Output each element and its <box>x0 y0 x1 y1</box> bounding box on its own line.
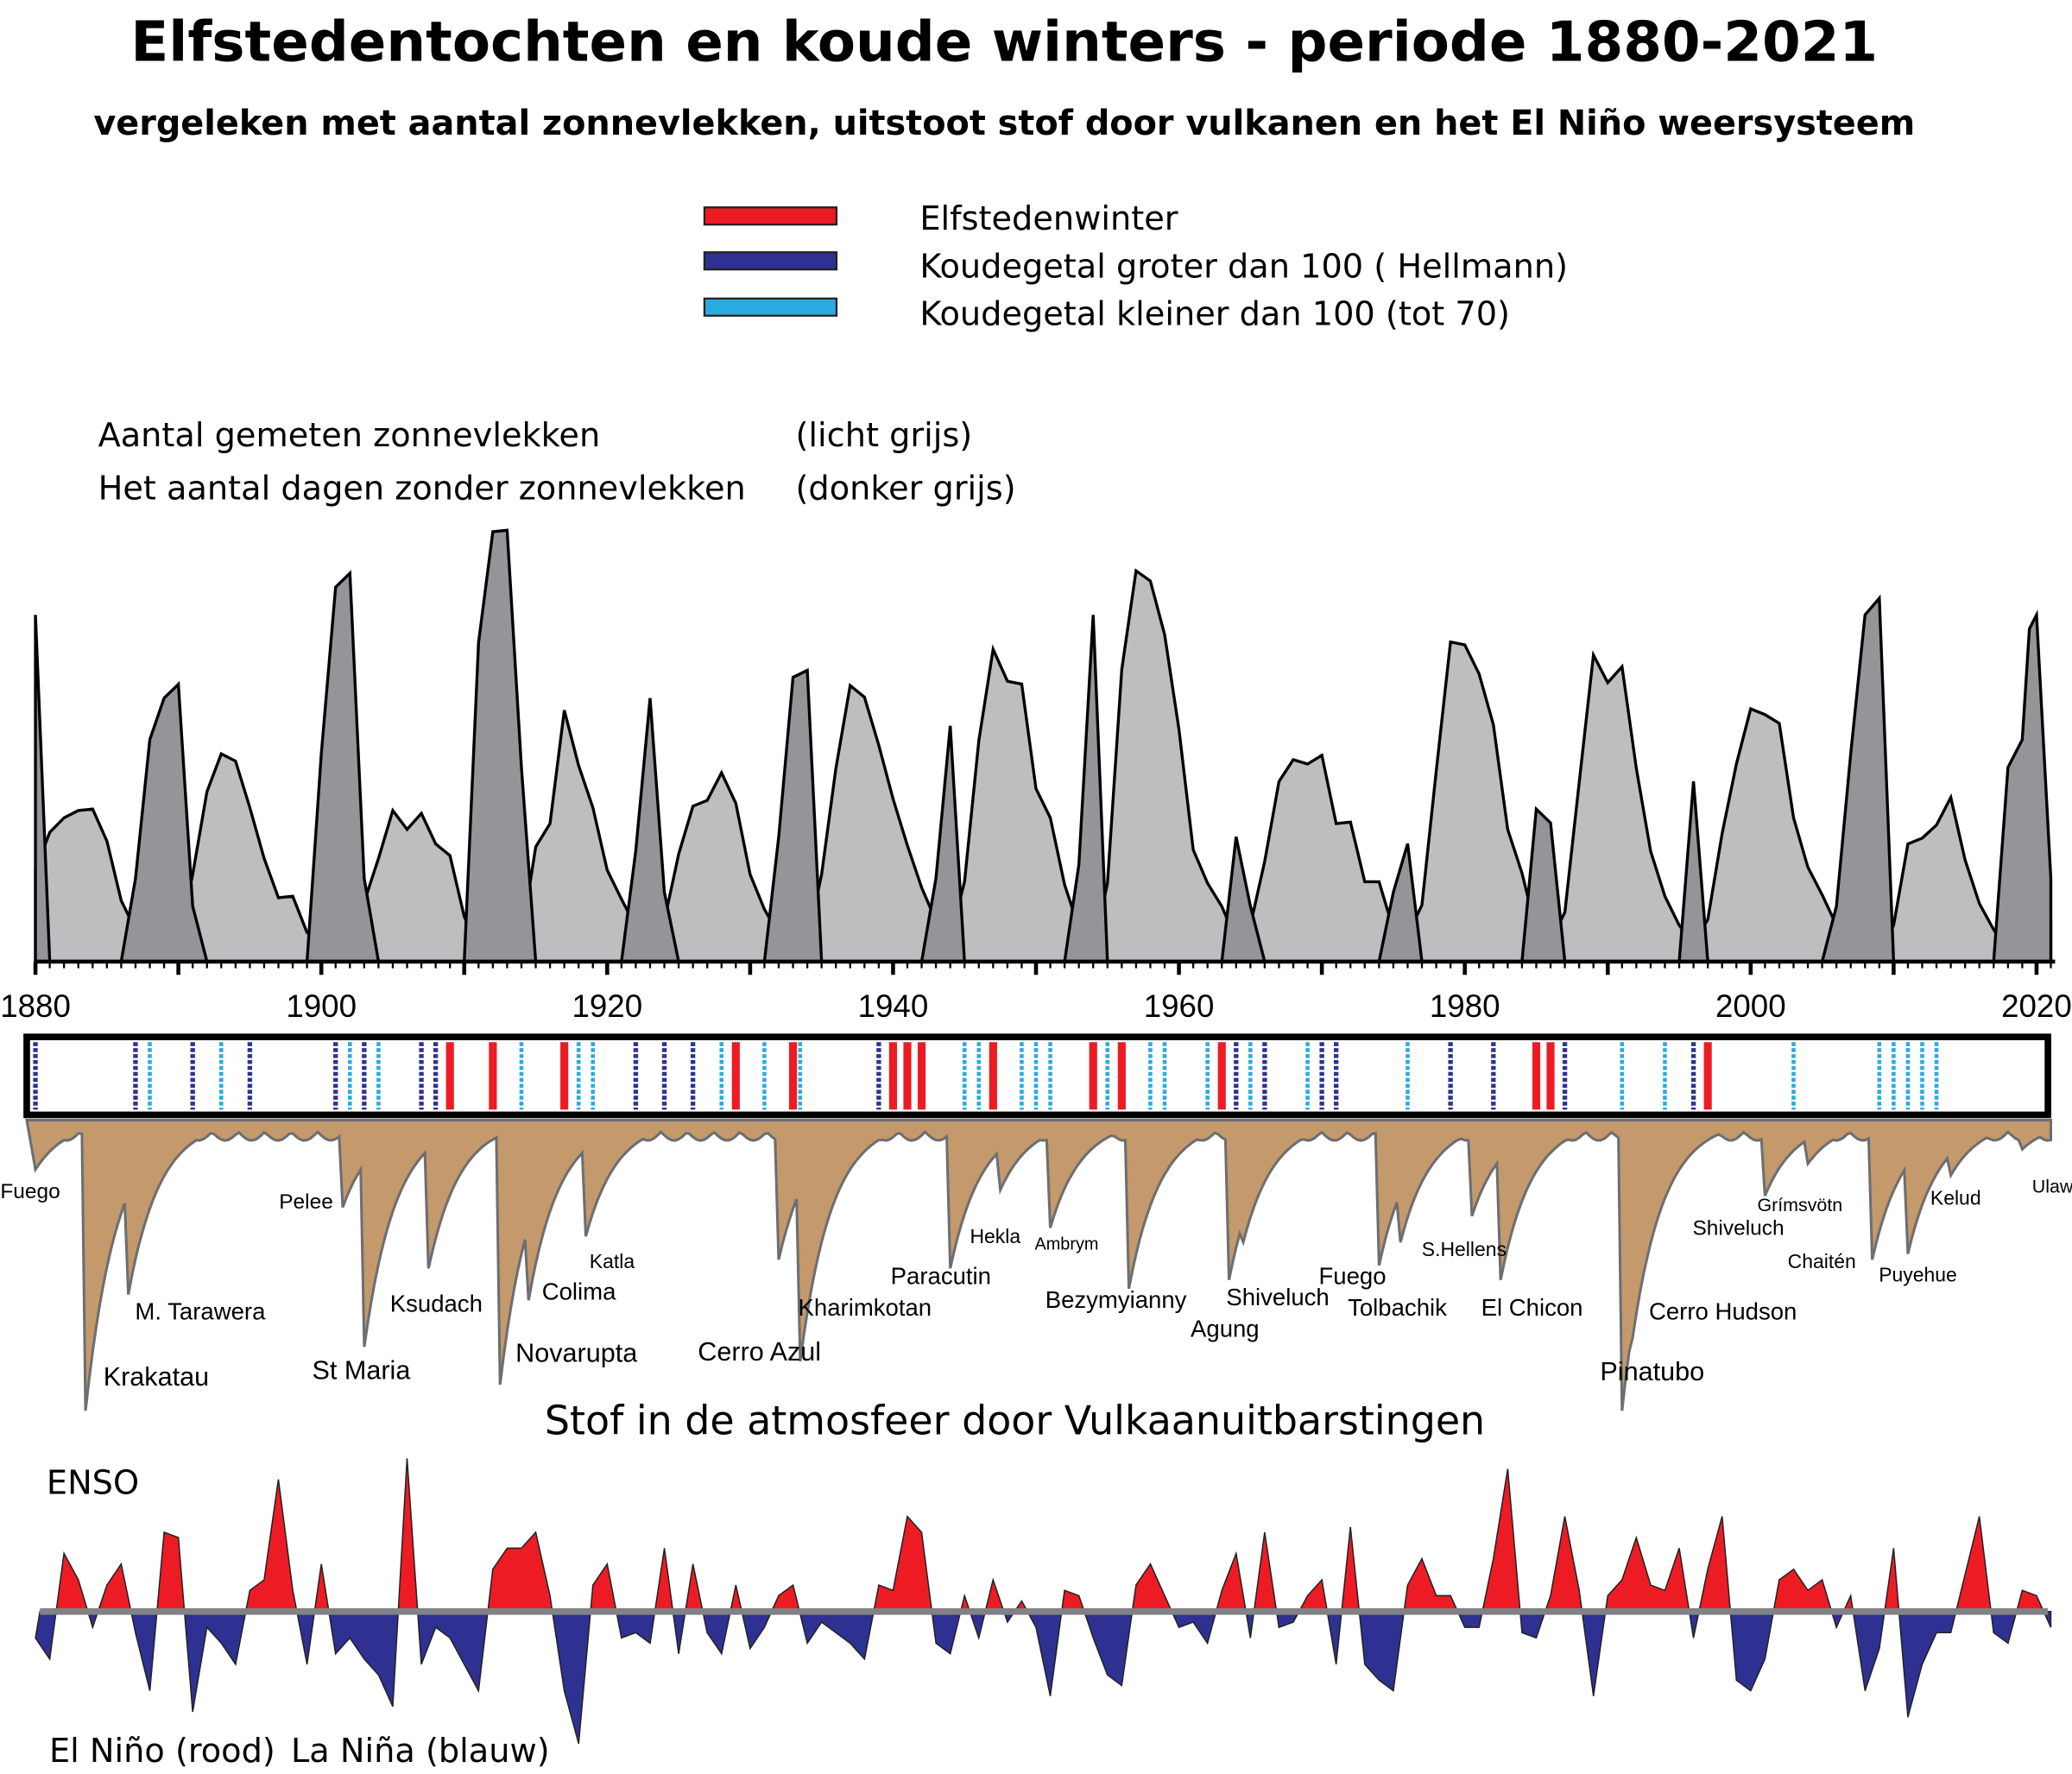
volcano-label: St Maria <box>312 1355 411 1385</box>
legend-label-koud-klein: Koudegetal kleiner dan 100 (tot 70) <box>919 294 1510 333</box>
sunspot-chart <box>34 528 2053 963</box>
volcano-label: Chaitén <box>1788 1250 1856 1272</box>
volcano-label: Ksudach <box>390 1290 483 1316</box>
volcano-label: Fuego <box>1318 1262 1386 1289</box>
volcano-label: Pinatubo <box>1600 1357 1704 1386</box>
volcano-label: Krakatau <box>104 1362 209 1392</box>
volcano-label: Puyehue <box>1879 1263 1957 1285</box>
axis-tick-label: 1960 <box>1144 988 1215 1024</box>
chart-title: Elfstedentochten en koude winters - peri… <box>130 9 1878 74</box>
volcano-label: Cerro Hudson <box>1649 1298 1797 1325</box>
volcano-label: Fuego <box>0 1180 60 1203</box>
volcano-label: Pelee <box>279 1190 333 1214</box>
axis-tick-label: 2020 <box>2001 988 2072 1024</box>
legend-swatch-elfsteden <box>703 206 838 226</box>
volcano-label: Ulawan <box>2032 1177 2072 1197</box>
volcano-label: Novarupta <box>515 1339 638 1368</box>
volcano-label: Bezymyianny <box>1045 1286 1187 1313</box>
volcano-label: Paracutin <box>891 1262 991 1289</box>
volcano-label: Grímsvötn <box>1757 1195 1842 1215</box>
enso-title: ENSO <box>47 1464 139 1503</box>
legend: Elfstedenwinter Koudegetal groter dan 10… <box>703 199 1568 333</box>
volcano-label: Ambrym <box>1034 1235 1098 1254</box>
volcano-label: Shiveluch <box>1226 1284 1329 1310</box>
el-nino-label: El Niño (rood) <box>49 1732 275 1771</box>
enso-chart <box>35 1458 2052 1745</box>
spotless-days-area <box>34 528 2053 963</box>
el-nino-area <box>39 1458 2052 1612</box>
sunspot-note-dark: (donker grijs) <box>796 469 1016 508</box>
volcano-label: Hekla <box>970 1225 1020 1247</box>
axis-tick-label: 2000 <box>1715 988 1786 1024</box>
sunspot-label-count: Aantal gemeten zonnevlekken <box>98 416 601 455</box>
sunspot-note-light: (licht grijs) <box>796 416 973 455</box>
legend-swatch-koud-groot <box>703 251 838 271</box>
axis-tick-label: 1900 <box>286 988 357 1024</box>
axis-tick-label: 1940 <box>858 988 929 1024</box>
volcano-label: Agung <box>1191 1316 1260 1342</box>
axis-tick-label: 1920 <box>572 988 642 1024</box>
volcano-label: Tolbachik <box>1348 1294 1447 1321</box>
volcano-title: Stof in de atmosfeer door Vulkaanuitbars… <box>545 1398 1485 1444</box>
volcano-dust-chart: Fuego Krakatau M. Tarawera Pelee St Maria Ksu… <box>0 1119 2072 1411</box>
volcano-dust-area <box>25 1119 2052 1411</box>
axis-tick-label: 1880 <box>0 988 71 1024</box>
volcano-label: M. Tarawera <box>135 1298 266 1325</box>
legend-swatch-koud-klein <box>703 297 838 317</box>
volcano-label: Shiveluch <box>1692 1217 1784 1241</box>
volcano-label: Katla <box>590 1250 635 1272</box>
volcano-label: Cerro Azul <box>698 1337 821 1367</box>
axis-tick-label: 1980 <box>1430 988 1500 1024</box>
legend-label-elfsteden: Elfstedenwinter <box>919 199 1178 238</box>
volcano-label: Kharimkotan <box>799 1294 932 1321</box>
volcano-label: Kelud <box>1930 1187 1981 1209</box>
chart-subtitle: vergeleken met aantal zonnevlekken, uits… <box>93 104 1915 143</box>
volcano-label: S.Hellens <box>1422 1238 1507 1260</box>
volcano-label: El Chicon <box>1481 1294 1583 1321</box>
la-nina-label: La Niña (blauw) <box>291 1732 550 1771</box>
winter-band <box>23 1033 2051 1119</box>
legend-label-koud-groot: Koudegetal groter dan 100 ( Hellmann) <box>919 247 1568 286</box>
year-axis: 1880 1900 1920 1940 1960 1980 2000 2020 <box>0 959 2072 1024</box>
sunspot-label-spotless: Het aantal dagen zonder zonnevlekken <box>98 469 746 508</box>
volcano-label: Colima <box>542 1278 616 1305</box>
la-nina-area <box>35 1611 2052 1745</box>
